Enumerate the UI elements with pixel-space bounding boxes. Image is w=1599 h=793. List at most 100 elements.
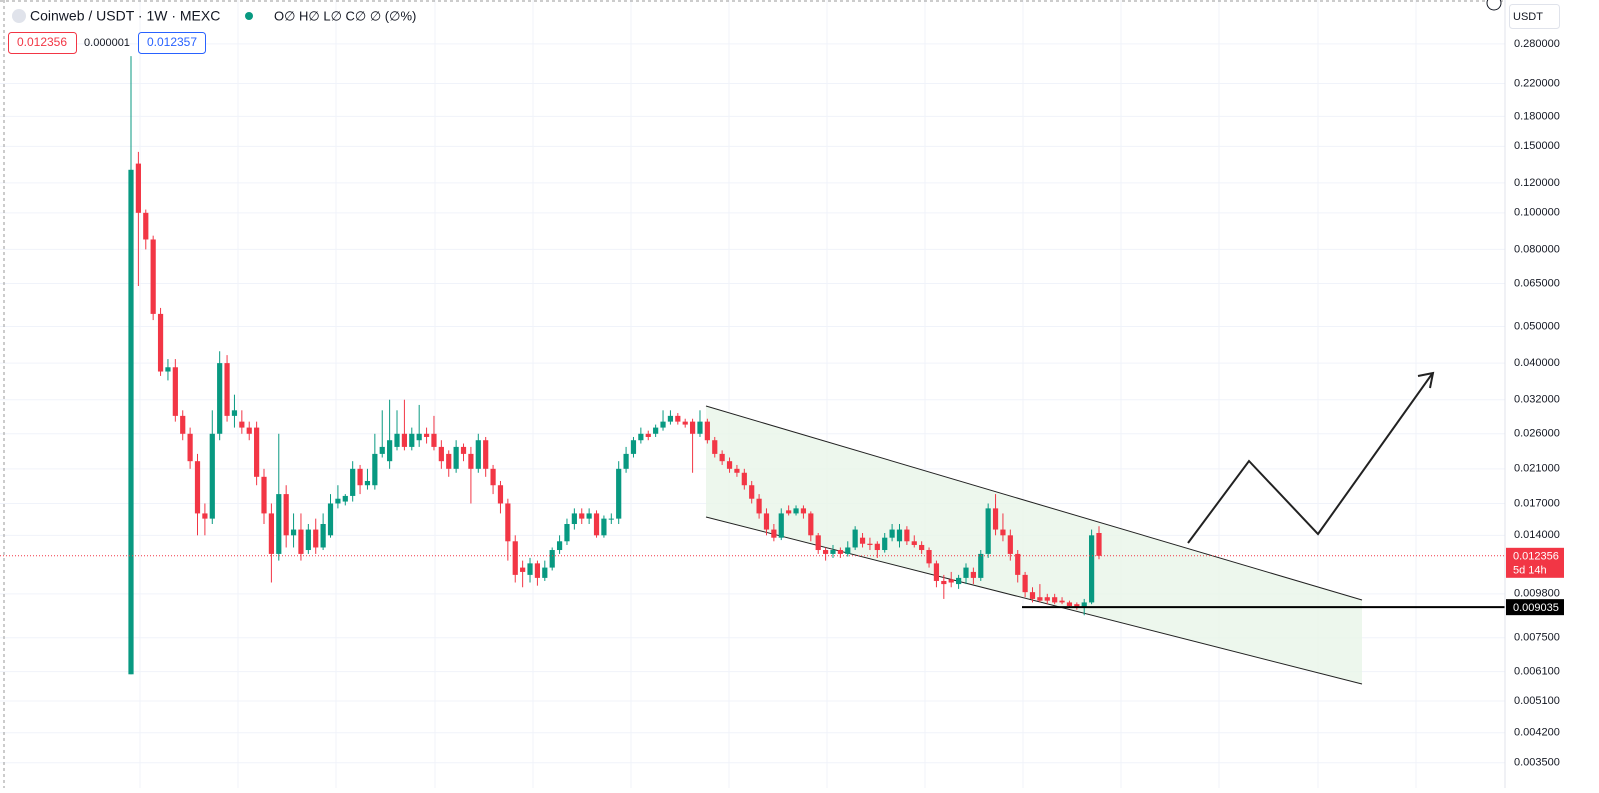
candle-body	[1074, 604, 1080, 608]
ask-box[interactable]	[138, 32, 206, 54]
candle-body	[689, 421, 696, 434]
candle-body	[874, 543, 880, 551]
currency[interactable]: USDT	[1513, 11, 1543, 23]
candle-body	[320, 524, 326, 548]
candle-body	[1096, 532, 1102, 556]
candle-body	[667, 415, 674, 422]
y-tick-label: 0.003500	[1514, 757, 1560, 769]
symbol-title[interactable]: Coinweb / USDT · 1W · MEXC	[30, 8, 220, 24]
candle-body	[859, 537, 866, 544]
candle-body	[712, 440, 718, 454]
candle-body	[601, 518, 607, 536]
candle-body	[135, 163, 141, 213]
candle-body	[416, 433, 422, 441]
candle-body	[194, 461, 201, 514]
candle-body	[1059, 600, 1065, 603]
candle-body	[423, 433, 430, 437]
y-tick-label: 0.007500	[1514, 632, 1560, 644]
candle-body	[342, 495, 348, 502]
overlay: 0.012356 5d 14h 0.009035	[0, 547, 1564, 616]
candle-body	[394, 433, 400, 447]
candle-body	[534, 563, 541, 578]
candle-body	[682, 421, 688, 425]
candle-body	[520, 567, 526, 572]
candle-body	[490, 468, 496, 486]
candle-body	[645, 433, 651, 437]
y-tick-label: 0.120000	[1514, 177, 1560, 189]
bid-box[interactable]	[8, 32, 77, 54]
candle-body	[431, 433, 437, 447]
channel-fill	[706, 406, 1362, 684]
y-tick-label: 0.040000	[1514, 357, 1560, 369]
candle-body	[231, 410, 238, 416]
level-box	[1506, 599, 1564, 616]
candle-body	[556, 541, 563, 551]
candle-body	[549, 550, 555, 568]
candle-body	[793, 508, 799, 514]
ohlc-legend: O∅ H∅ L∅ C∅ ∅ (∅%)	[274, 8, 416, 23]
candle-body	[387, 440, 393, 462]
candle-body	[261, 476, 267, 514]
add-button[interactable]	[1486, 0, 1502, 11]
candle-body	[1015, 553, 1021, 575]
candle-body	[756, 498, 762, 514]
candle-body	[187, 433, 193, 462]
candle-body	[956, 577, 962, 585]
y-tick-label: 0.080000	[1514, 243, 1560, 255]
y-tick-label: 0.180000	[1514, 110, 1560, 122]
candle-body	[675, 415, 681, 422]
candle-body	[157, 313, 164, 372]
candle-body	[830, 550, 836, 554]
candle-body	[948, 579, 954, 583]
candle-body	[992, 508, 999, 530]
candle-body	[941, 580, 947, 585]
candle-body	[128, 169, 134, 675]
candle-body	[734, 468, 740, 473]
y-tick-label: 0.050000	[1514, 320, 1560, 332]
y-tick-label: 0.065000	[1514, 277, 1560, 289]
candle-body	[660, 421, 666, 428]
candle-body	[283, 494, 289, 536]
y-tick-label: 0.032000	[1514, 394, 1560, 406]
candles	[128, 56, 1102, 675]
candle-body	[150, 239, 156, 314]
y-tick-label: 0.017000	[1514, 497, 1560, 509]
candle-body	[202, 513, 208, 519]
candle-body	[1037, 597, 1043, 601]
candle-body	[800, 508, 807, 514]
candle-body	[904, 529, 910, 542]
candle-body	[1022, 574, 1028, 593]
candle-body	[616, 468, 622, 519]
y-tick-label: 0.006100	[1514, 665, 1560, 677]
countdown: 5d 14h	[1513, 565, 1547, 577]
candle-body	[837, 550, 843, 554]
candle-body	[889, 529, 895, 538]
candle-body	[217, 363, 223, 434]
candle-body	[1000, 529, 1006, 536]
projection-arrow	[1187, 373, 1433, 544]
candle-body	[1029, 592, 1036, 599]
candle-body	[165, 367, 171, 372]
grid	[0, 0, 1505, 788]
candle-body	[786, 510, 792, 514]
candle-body	[608, 518, 614, 520]
level-label: 0.009035	[1513, 602, 1559, 614]
candle-body	[224, 363, 230, 416]
candle-body	[542, 567, 548, 578]
candle-body	[143, 212, 149, 240]
candle-body	[209, 433, 215, 519]
y-tick-label: 0.005100	[1514, 695, 1560, 707]
candle-body	[778, 513, 784, 538]
currency-box[interactable]	[1509, 4, 1560, 29]
arrow-head	[1417, 371, 1435, 389]
candle-body	[653, 427, 659, 434]
candle-body	[305, 529, 311, 551]
candle-body	[468, 453, 474, 469]
candle-body	[697, 421, 703, 434]
last-price-box	[1506, 547, 1564, 578]
candle-body	[327, 503, 334, 536]
candle-body	[180, 415, 186, 434]
candle-body	[933, 563, 940, 581]
candle-body	[268, 513, 274, 554]
